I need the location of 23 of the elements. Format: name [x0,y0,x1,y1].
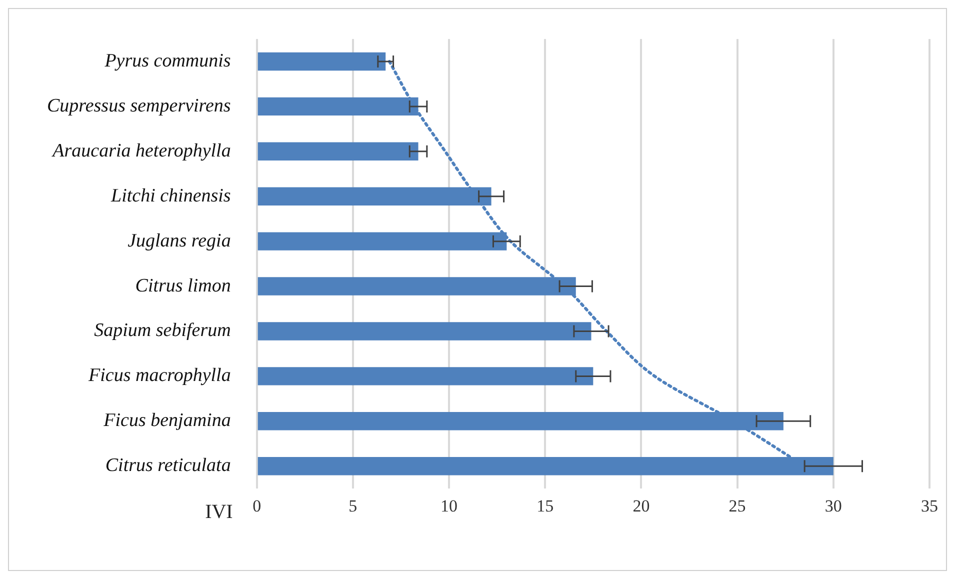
y-tick-label: Araucaria heterophylla [50,140,231,162]
x-tick-label: 35 [921,496,938,516]
x-axis-title: IVI [205,500,233,523]
y-tick-label: Pyrus communis [104,50,231,72]
y-tick-label: Ficus macrophylla [88,365,231,386]
y-tick-label: Litchi chinensis [110,185,231,206]
y-tick-label: Cupressus sempervirens [46,95,231,116]
x-tick-label: 25 [728,496,746,516]
y-tick-label: Sapium sebiferum [94,320,231,342]
x-tick-label: 20 [632,496,650,516]
bar [258,52,386,71]
x-tick-label: 5 [348,496,358,516]
bar [258,322,592,340]
y-tick-label: Citrus limon [135,275,231,296]
x-tick-label: 0 [252,496,262,516]
y-tick-label: Ficus benjamina [102,410,231,432]
bar [258,142,418,161]
x-tick-label: 30 [824,496,842,516]
y-tick-label: Juglans regia [128,230,231,252]
bar [258,367,594,386]
x-tick-label: 15 [536,496,554,516]
x-tick-label: 10 [440,496,458,516]
y-tick-label: Citrus reticulata [105,455,231,476]
